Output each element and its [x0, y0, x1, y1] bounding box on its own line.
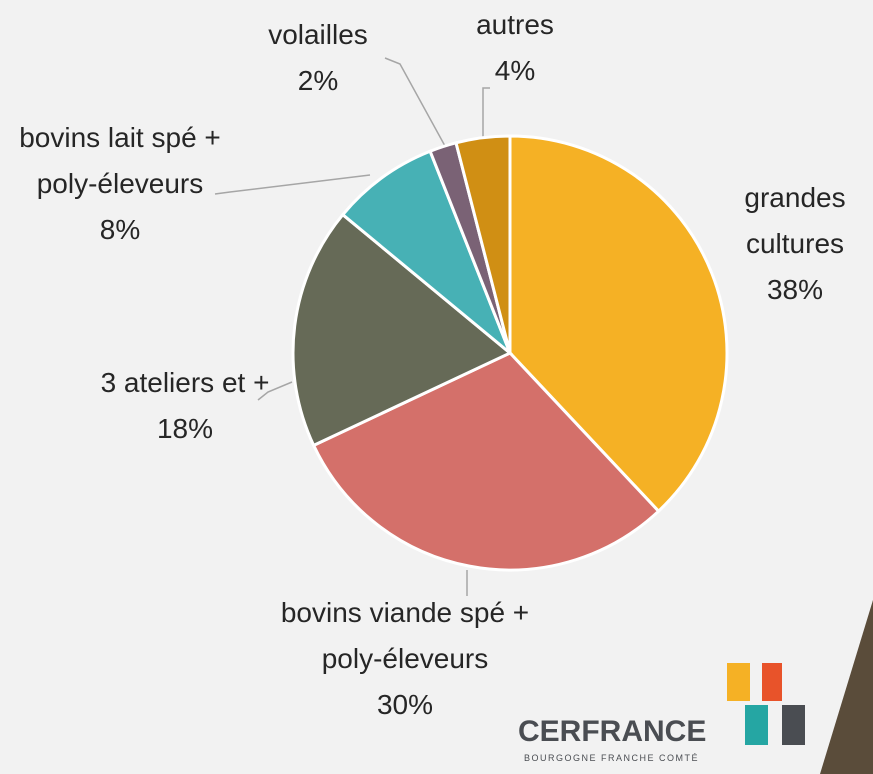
category-label: bovins lait spé + poly-éleveurs [10, 115, 230, 207]
page: CERFRANCE BOURGOGNE FRANCHE COMTÉ grande… [0, 0, 873, 774]
slice-label: 3 ateliers et +18% [100, 360, 270, 452]
category-label: grandes cultures [715, 175, 873, 267]
logo-block [782, 705, 805, 745]
photo-corner [820, 600, 873, 774]
category-label: 3 ateliers et + [100, 360, 270, 406]
value-label: 18% [100, 406, 270, 452]
category-label: volailles [243, 12, 393, 58]
logo-block [727, 663, 750, 701]
logo-block [762, 663, 782, 701]
category-label: autres [455, 2, 575, 48]
logo-block [745, 705, 768, 745]
value-label: 38% [715, 267, 873, 313]
value-label: 4% [455, 48, 575, 94]
value-label: 8% [10, 207, 230, 253]
value-label: 30% [280, 682, 530, 728]
value-label: 2% [243, 58, 393, 104]
logo-name: CERFRANCE [518, 715, 706, 748]
logo-region: BOURGOGNE FRANCHE COMTÉ [524, 753, 699, 763]
category-label: bovins viande spé + poly-éleveurs [280, 590, 530, 682]
